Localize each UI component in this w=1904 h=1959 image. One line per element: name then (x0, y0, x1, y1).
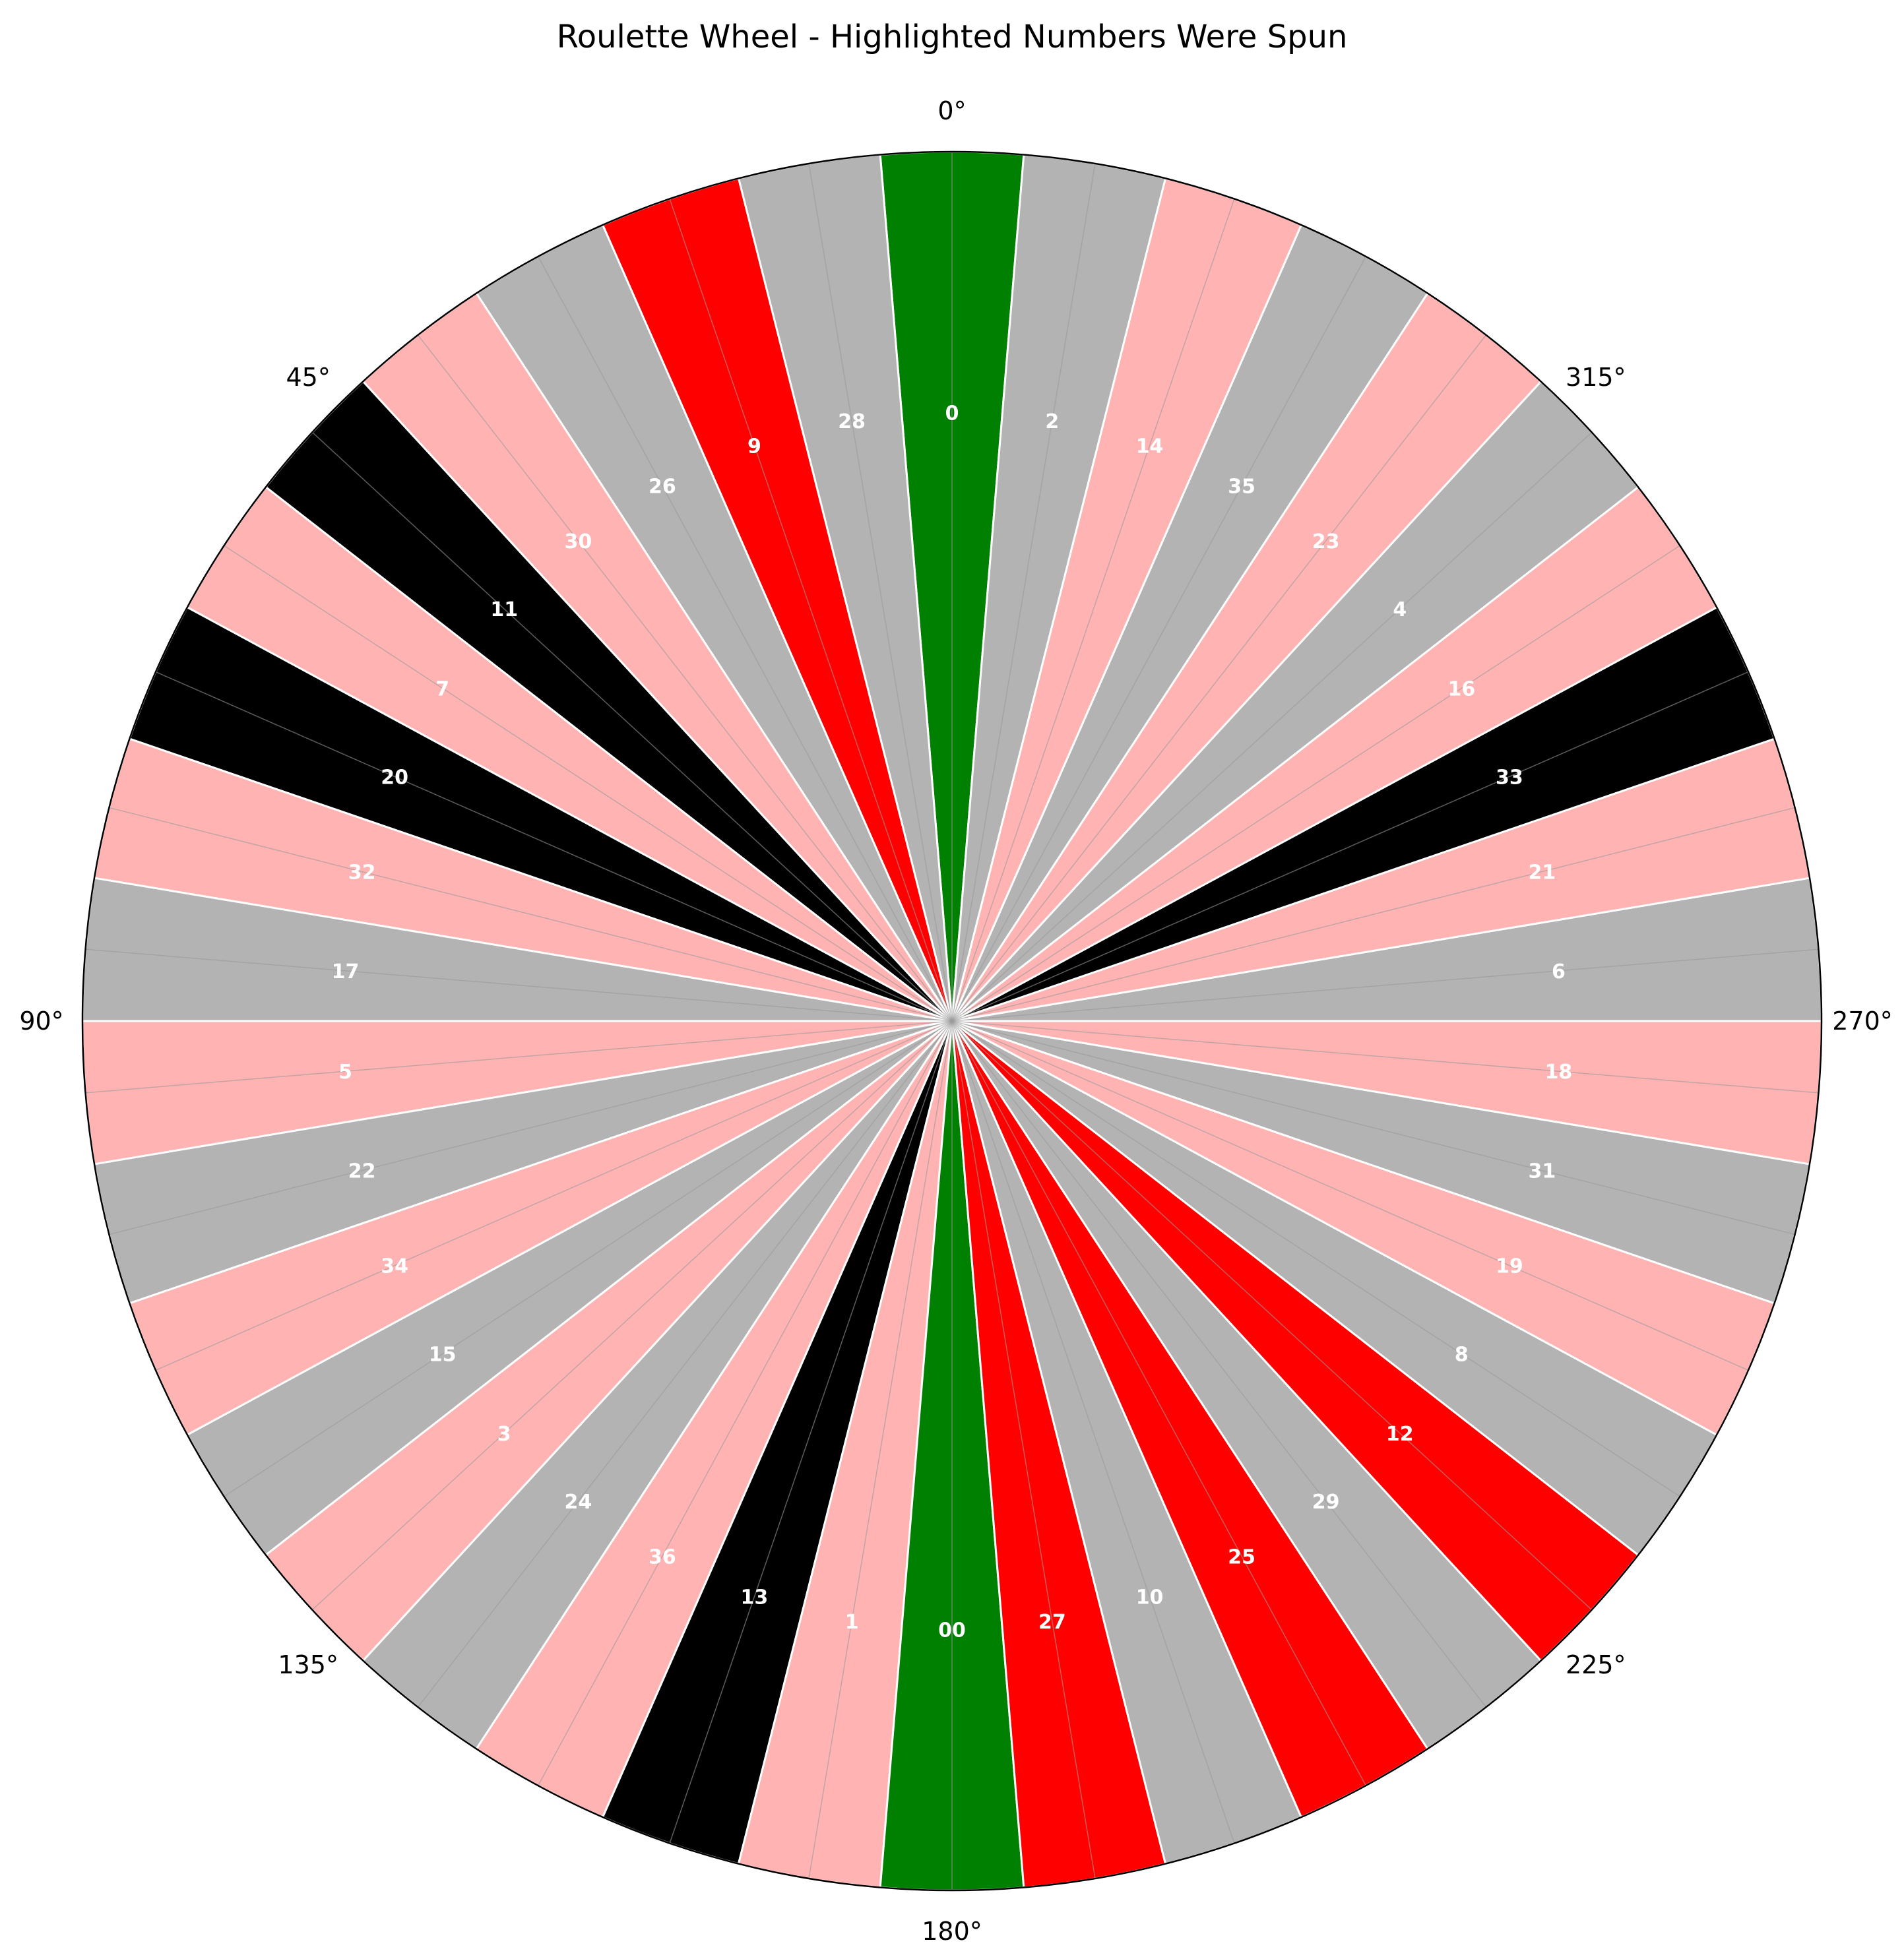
pocket-label-29: 29 (1312, 1491, 1340, 1514)
pocket-gridline (951, 1020, 1096, 1879)
pocket-gridline (808, 163, 953, 1022)
pocket-label-10: 10 (1136, 1586, 1164, 1609)
pocket-label-11: 11 (490, 598, 518, 621)
pocket-gridline (311, 431, 953, 1022)
pocket-gridline (538, 256, 953, 1022)
chart-title: Roulette Wheel - Highlighted Numbers Wer… (557, 18, 1348, 55)
pocket-label-30: 30 (564, 530, 592, 553)
pocket-label-18: 18 (1545, 1061, 1573, 1084)
pocket-label-1: 1 (845, 1611, 859, 1634)
wedge-layer (81, 150, 1823, 1892)
pocket-label-15: 15 (429, 1344, 457, 1367)
pocket-label-26: 26 (649, 476, 676, 499)
angle-tick-label: 180° (922, 1917, 982, 1946)
pocket-gridline (311, 1020, 953, 1611)
pocket-label-36: 36 (649, 1545, 676, 1569)
angle-tick-label: 135° (278, 1650, 338, 1679)
pocket-label-31: 31 (1528, 1160, 1556, 1183)
pocket-label-34: 34 (381, 1255, 408, 1278)
angle-tick-label: 0° (937, 96, 966, 125)
angle-tick-label: 315° (1566, 363, 1626, 392)
angle-tick-label: 90° (19, 1007, 63, 1036)
pocket-gridline (417, 334, 953, 1022)
pocket-gridline (155, 1020, 953, 1371)
pocket-gridline (951, 807, 1795, 1022)
pocket-label-28: 28 (838, 410, 866, 433)
pocket-gridline (951, 334, 1487, 1022)
pocket-label-20: 20 (381, 766, 408, 789)
pocket-gridline (155, 671, 953, 1022)
pocket-gridline (417, 1020, 953, 1708)
pocket-label-33: 33 (1496, 766, 1523, 789)
pocket-label-23: 23 (1312, 530, 1340, 553)
angle-label-layer: 0° 45° 90° 135° 180° 225° 270° 315° (19, 96, 1892, 1946)
pocket-label-2: 2 (1045, 410, 1059, 433)
pocket-gridline (808, 1020, 953, 1879)
pocket-label-7: 7 (435, 677, 449, 700)
pocket-gridline (109, 807, 953, 1022)
pocket-label-8: 8 (1455, 1344, 1469, 1367)
pocket-gridline (224, 545, 953, 1022)
pocket-gridline (951, 199, 1235, 1022)
pocket-gridline (951, 1020, 1593, 1611)
pocket-gridline (951, 671, 1749, 1022)
pocket-gridline (109, 1020, 953, 1235)
pocket-label-17: 17 (332, 960, 360, 983)
pocket-label-16: 16 (1447, 677, 1475, 700)
pocket-gridline (224, 1020, 953, 1497)
pocket-label-27: 27 (1038, 1611, 1066, 1634)
angle-tick-label: 270° (1832, 1007, 1893, 1036)
angle-tick-label: 225° (1566, 1650, 1626, 1679)
pocket-label-24: 24 (564, 1491, 592, 1514)
pocket-gridline (951, 1020, 1487, 1708)
pocket-gridline (951, 1020, 1366, 1786)
pocket-gridline (669, 199, 953, 1022)
pocket-label-13: 13 (741, 1586, 769, 1609)
pocket-label-32: 32 (348, 861, 376, 885)
pocket-gridline (951, 948, 1819, 1022)
pocket-gridline (951, 1020, 1795, 1235)
pocket-gridline (951, 1020, 1749, 1371)
pocket-gridline (951, 1020, 1680, 1497)
pocket-label-9: 9 (747, 435, 761, 458)
divider-layer (85, 152, 1819, 1890)
pocket-label-14: 14 (1136, 435, 1164, 458)
pocket-label-12: 12 (1386, 1423, 1414, 1446)
pocket-gridline (85, 948, 953, 1022)
pocket-gridline (85, 1020, 953, 1094)
pocket-label-5: 5 (338, 1061, 352, 1084)
pocket-label-0: 0 (945, 402, 959, 425)
pocket-label-21: 21 (1528, 861, 1556, 885)
angle-tick-label: 45° (286, 363, 331, 392)
pocket-label-6: 6 (1552, 960, 1566, 983)
wheel-rim (81, 150, 1823, 1892)
pocket-gridline (951, 1020, 1819, 1094)
pocket-gridline (951, 545, 1680, 1022)
pocket-label-35: 35 (1228, 476, 1255, 499)
pocket-label-00: 00 (938, 1619, 966, 1642)
pocket-label-22: 22 (348, 1160, 376, 1183)
pocket-label-4: 4 (1393, 598, 1407, 621)
pocket-gridline (669, 1020, 953, 1844)
pocket-gridline (538, 1020, 953, 1786)
pocket-gridline (951, 163, 1096, 1022)
pocket-label-19: 19 (1496, 1255, 1523, 1278)
pocket-label-3: 3 (497, 1423, 511, 1446)
pocket-gridline (951, 256, 1366, 1022)
pocket-label-25: 25 (1228, 1545, 1255, 1569)
pocket-gridline (951, 431, 1593, 1022)
pocket-gridline (951, 1020, 1235, 1844)
